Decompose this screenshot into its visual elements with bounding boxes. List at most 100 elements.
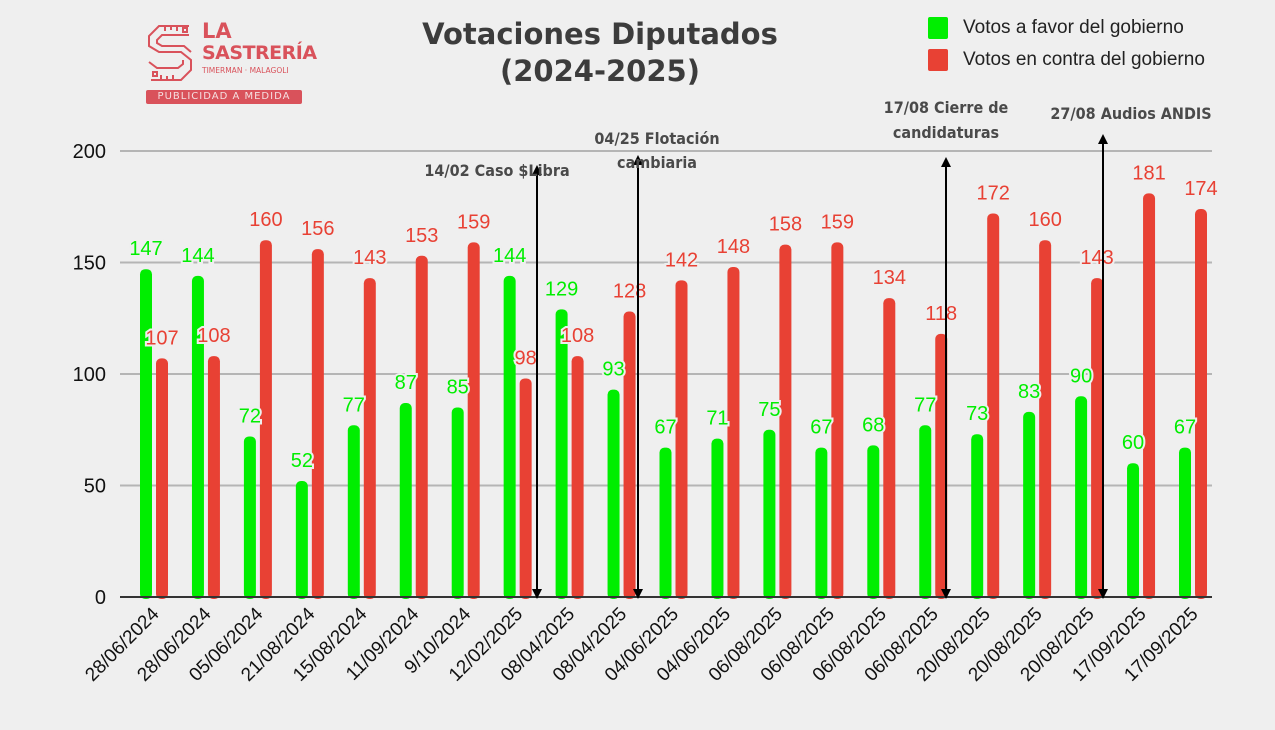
bar-favor [919,425,932,599]
bar-favor [867,445,880,599]
logo: LA SASTRERÍA TIMERMAN · MALAGOLI PUBLICI… [145,19,317,106]
bar-favor [451,407,464,599]
data-label-favor: 129 [545,278,578,300]
chart-title: Votaciones Diputados (2024-2025) [395,16,805,90]
data-label-contra: 142 [665,249,698,271]
bar-contra [727,266,740,599]
chart-title-line-2: (2024-2025) [500,54,700,88]
annotation-arrowhead-up [532,165,542,175]
bar-contra [311,249,324,599]
data-label-favor: 68 [862,414,884,436]
data-label-favor: 52 [291,450,313,472]
data-label-contra: 107 [145,327,178,349]
bar-favor [295,481,308,599]
bar-contra [1143,193,1156,599]
data-label-favor: 67 [654,417,676,439]
bar-contra [571,356,584,599]
y-tick-label: 200 [73,141,106,163]
bar-favor [243,436,256,599]
annotation-arrowhead-up [1098,134,1108,144]
annotation-arrowhead-up [941,157,951,167]
bar-favor [659,447,672,599]
bar-favor [399,402,412,599]
data-label-favor: 83 [1018,381,1040,403]
data-label-favor: 73 [966,403,988,425]
bar-favor [971,434,984,599]
data-label-favor: 67 [810,417,832,439]
data-label-contra: 143 [353,247,386,269]
logo-tagline: PUBLICIDAD A MEDIDA [146,90,302,104]
bar-contra [1195,208,1207,600]
annotation-label: 14/02 Caso $Libra [424,161,569,180]
data-label-favor: 67 [1174,417,1196,439]
data-label-favor: 72 [239,405,261,427]
bar-favor [815,447,828,599]
data-label-contra: 108 [197,325,230,347]
bar-favor [140,269,152,599]
data-label-contra: 134 [873,267,906,289]
data-label-contra: 181 [1132,162,1165,184]
data-label-favor: 93 [602,359,624,381]
data-label-favor: 144 [493,245,526,267]
annotation-label: 17/08 Cierre de [884,98,1009,117]
bar-favor [555,309,568,599]
data-label-contra: 158 [769,214,802,236]
data-label-contra: 160 [249,209,282,231]
bar-contra [831,242,844,599]
data-label-favor: 85 [447,376,469,398]
legend-label-favor: Votos a favor del gobierno [963,17,1184,38]
legend-swatch-favor [928,17,948,39]
bar-contra [623,311,636,599]
y-tick-label: 100 [73,364,106,386]
data-label-contra: 118 [925,303,957,325]
bar-favor [763,429,776,599]
data-label-contra: 128 [613,281,646,303]
logo-line-3: TIMERMAN · MALAGOLI [202,66,289,75]
y-tick-label: 50 [84,476,106,498]
bar-favor [1023,411,1036,599]
y-tick-label: 150 [73,253,106,275]
legend: Votos a favor del gobierno Votos en cont… [928,12,1205,76]
chart-title-line-1: Votaciones Diputados [422,17,778,51]
legend-item-contra: Votos en contra del gobierno [928,44,1205,76]
annotation-label: cambiaria [617,153,697,172]
data-label-contra: 98 [515,347,537,369]
annotation-label: candidaturas [893,123,999,142]
bar-favor [1075,396,1088,599]
bar-contra [363,278,376,599]
bar-contra [415,255,428,599]
data-label-favor: 147 [129,238,162,260]
annotation-arrowhead-down [1098,589,1108,599]
annotation-label: 04/25 Flotación [594,129,719,148]
data-label-favor: 87 [395,372,417,394]
bar-contra [1091,278,1104,599]
data-label-contra: 159 [457,211,490,233]
data-label-favor: 75 [758,399,780,421]
bar-contra [519,378,532,599]
data-label-contra: 108 [561,325,594,347]
data-label-favor: 90 [1070,365,1092,387]
bar-favor [607,389,620,599]
logo-line-1: LA [202,19,232,43]
bar-contra [883,298,896,599]
bar-contra [467,242,480,599]
annotation-label: 27/08 Audios ANDIS [1050,104,1211,123]
bar-contra [675,280,688,599]
bar-favor [1179,447,1191,599]
bar-favor [191,275,204,599]
bar-favor [503,275,516,599]
data-label-contra: 156 [301,218,334,240]
legend-item-favor: Votos a favor del gobierno [928,12,1205,44]
bar-contra [935,333,948,599]
bar-contra [1039,240,1052,599]
tape-measure-s-icon [148,25,192,81]
annotation-arrowhead-down [532,589,542,599]
data-label-contra: 148 [717,236,750,258]
data-label-contra: 143 [1080,247,1113,269]
data-label-contra: 174 [1184,178,1217,200]
annotation-arrowhead-up [633,155,643,165]
y-tick-label: 0 [95,587,106,609]
annotation-arrowhead-down [633,589,643,599]
legend-label-contra: Votos en contra del gobierno [963,49,1205,70]
